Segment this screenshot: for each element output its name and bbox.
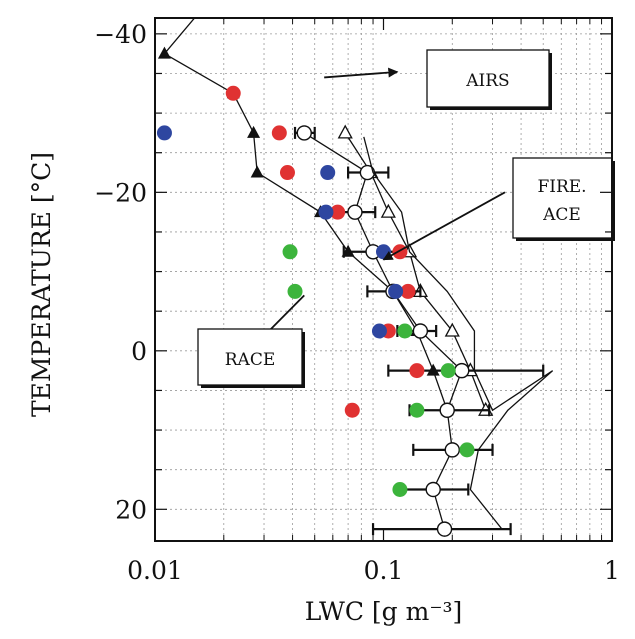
data-point <box>392 481 408 497</box>
data-point <box>444 322 460 337</box>
annotation-arrow <box>324 67 399 79</box>
annotation-shadow <box>201 385 305 388</box>
data-point <box>380 203 396 218</box>
plot-area <box>156 18 554 537</box>
data-point <box>436 521 453 537</box>
y-tick-label: 20 <box>115 495 147 524</box>
data-point <box>271 125 287 141</box>
data-point <box>409 402 425 418</box>
data-point <box>347 204 363 220</box>
data-point <box>279 165 295 181</box>
x-tick-label: 0.1 <box>364 556 404 585</box>
data-point <box>157 46 171 59</box>
x-tick-label: 1 <box>604 556 620 585</box>
annotation-label-line: AIRS <box>465 71 509 91</box>
data-point <box>282 244 298 260</box>
data-point <box>359 164 376 181</box>
annotation-label: FIRE. ACE <box>537 177 586 225</box>
series-6 <box>156 125 404 339</box>
annotation-fire-ace: FIRE. ACE <box>382 157 615 261</box>
annotation-airs: AIRS <box>324 49 552 110</box>
annotation-box <box>512 157 613 239</box>
data-point <box>296 125 312 141</box>
data-point <box>444 442 460 458</box>
y-tick-label: −20 <box>94 178 147 207</box>
data-point <box>397 323 413 339</box>
annotation-shadow <box>516 238 615 241</box>
series-line <box>344 132 487 411</box>
series-3 <box>293 125 545 537</box>
series-layer <box>156 18 554 537</box>
data-point <box>392 244 408 260</box>
annotation-label-line: RACE <box>225 350 276 370</box>
data-point <box>250 165 264 178</box>
y-tick-label: 0 <box>131 337 147 366</box>
y-axis-title: TEMPERATURE [°C] <box>27 152 56 417</box>
data-point <box>440 363 456 379</box>
annotation-label: RACE <box>225 350 276 370</box>
series-7 <box>282 244 475 497</box>
data-point <box>459 442 475 458</box>
annotation-race: RACE <box>197 294 305 388</box>
series-line <box>363 136 554 530</box>
annotations: AIRS FIRE. ACE RACE <box>197 49 615 388</box>
annotation-shadow <box>302 332 305 388</box>
data-point <box>320 165 336 181</box>
annotation-shadow <box>612 161 615 241</box>
data-point <box>330 204 346 220</box>
data-point <box>371 323 387 339</box>
annotation-arrow <box>382 191 506 261</box>
data-point <box>247 125 261 138</box>
y-tick-label: −40 <box>94 20 147 49</box>
data-point <box>388 283 404 299</box>
data-point <box>439 402 455 418</box>
data-point <box>344 402 360 418</box>
x-axis-title: LWC [g m⁻³] <box>305 597 463 626</box>
data-point <box>225 85 241 101</box>
axis-ticks: 0.01 0.1 1 −40 −20 0 20 <box>94 18 620 585</box>
x-tick-label: 0.01 <box>127 556 183 585</box>
series-5 <box>225 85 425 418</box>
annotation-label-line: FIRE. <box>537 177 586 197</box>
annotation-label-line: ACE <box>542 205 581 225</box>
data-point <box>454 362 470 379</box>
series-4 <box>363 136 554 530</box>
annotation-label: AIRS <box>465 71 509 91</box>
data-point <box>425 481 441 498</box>
data-point <box>400 283 416 299</box>
data-point <box>337 124 353 139</box>
data-point <box>318 204 334 220</box>
annotation-shadow <box>430 107 552 110</box>
data-point <box>412 323 429 339</box>
data-point <box>409 363 425 379</box>
data-point <box>287 283 303 299</box>
data-point <box>156 125 172 141</box>
annotation-shadow <box>549 53 552 110</box>
